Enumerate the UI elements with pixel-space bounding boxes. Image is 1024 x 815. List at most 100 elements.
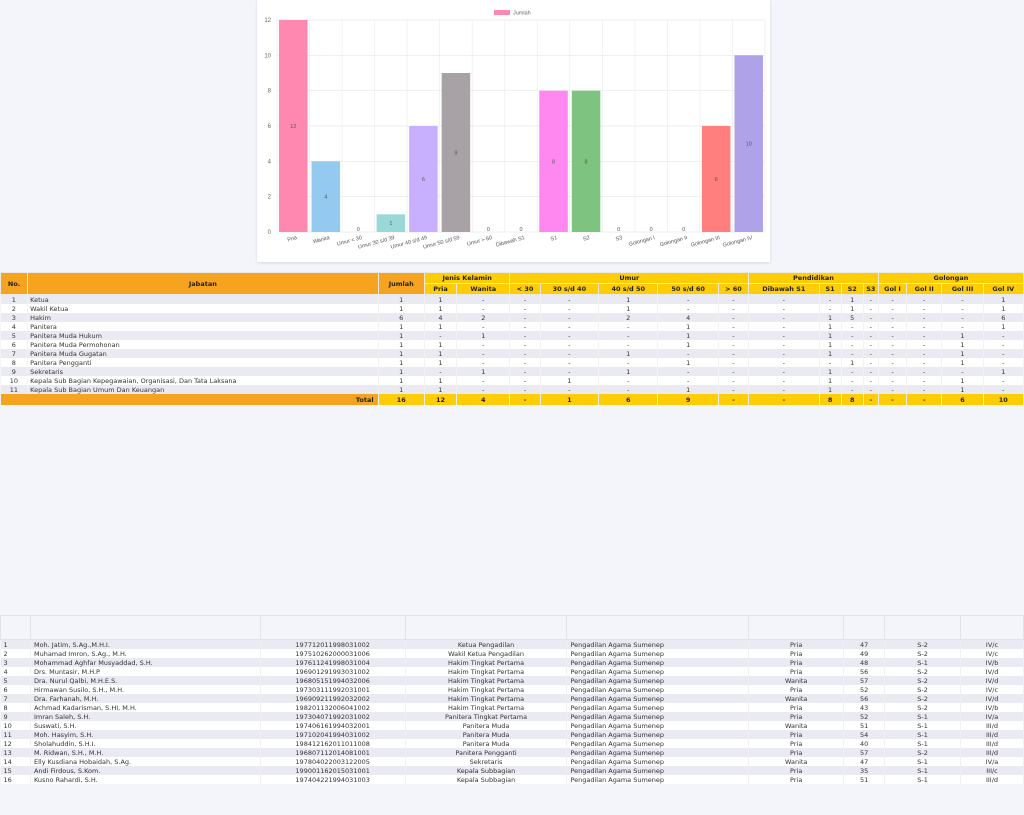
count-cell: -: [509, 358, 541, 367]
count-cell: -: [657, 294, 719, 304]
age-cell: 49: [843, 649, 886, 658]
total-cell: 16: [378, 394, 425, 405]
rank-cell: III/d: [960, 739, 1024, 748]
count-cell: -: [906, 331, 943, 340]
count-cell: -: [819, 304, 842, 313]
age-cell: 43: [843, 703, 886, 712]
office-cell: Pengadilan Agama Sumenep: [566, 649, 750, 658]
count-cell: -: [509, 304, 541, 313]
jabatan-cell: Hakim: [27, 313, 379, 322]
sub-header-cell: Pria: [423, 283, 458, 295]
count-cell: -: [456, 304, 511, 313]
y-tick-label: 4: [268, 159, 272, 165]
staff-header-cell: [259, 615, 406, 640]
x-tick-label: Dibawah S1: [495, 235, 525, 248]
nip-cell: 199001162015031001: [260, 766, 406, 775]
count-cell: -: [509, 376, 541, 385]
y-tick-label: 2: [268, 195, 272, 201]
count-cell: -: [509, 349, 541, 358]
count-cell: -: [657, 376, 719, 385]
count-cell: -: [983, 349, 1024, 358]
staff-header-cell: [748, 615, 845, 640]
count-cell: -: [509, 322, 541, 331]
bar: [311, 161, 341, 232]
staff-row: 1 Moh. Jatim, S.Ag.,M.H.I. 197712011998031…: [0, 639, 1024, 649]
rank-cell: III/d: [960, 775, 1024, 784]
count-cell: -: [718, 358, 750, 367]
count-cell: -: [748, 313, 820, 322]
age-cell: 35: [843, 766, 886, 775]
total-cell: 6: [941, 394, 984, 405]
row-number: 7: [0, 694, 31, 703]
row-number: 8: [0, 358, 29, 367]
summary-row: 3 Hakim 6 4 2- -2 4- -1 5- - - -6: [0, 313, 1024, 322]
nip-cell: 197804022003122005: [260, 757, 406, 766]
count-cell: 1: [378, 385, 425, 394]
gender-cell: Pria: [748, 658, 845, 667]
position-cell: Ketua Pengadilan: [405, 639, 568, 649]
x-tick-label: Umur > 60: [466, 235, 493, 247]
summary-row: 9 Sekretaris 1-1- -1- - -1- - - - -1: [0, 367, 1024, 376]
gender-cell: Wanita: [748, 694, 845, 703]
count-cell: -: [841, 385, 864, 394]
education-cell: S-2: [884, 676, 961, 685]
count-cell: 1: [841, 358, 864, 367]
count-cell: -: [718, 367, 750, 376]
education-cell: S-1: [884, 766, 961, 775]
row-number: 6: [0, 685, 31, 694]
count-cell: -: [906, 358, 943, 367]
office-cell: Pengadilan Agama Sumenep: [566, 757, 750, 766]
count-cell: 1: [819, 385, 842, 394]
count-cell: 1: [424, 376, 458, 385]
total-label: Total: [0, 394, 379, 405]
row-number: 6: [0, 340, 29, 349]
count-cell: -: [509, 331, 541, 340]
count-cell: 1: [598, 349, 659, 358]
rank-cell: III/c: [960, 766, 1024, 775]
sub-header-cell: S3: [862, 283, 879, 295]
x-tick-label: Golongan I: [628, 235, 656, 248]
count-cell: -: [863, 367, 879, 376]
sub-header-cell: Wanita: [456, 283, 511, 295]
staff-row: 13 M. Ridwan, S.H., M.H. 19680711201408100…: [0, 748, 1024, 757]
count-cell: 1: [424, 294, 458, 304]
count-cell: -: [657, 304, 719, 313]
count-cell: -: [906, 340, 943, 349]
sub-header-cell: Gol IV: [982, 283, 1024, 295]
jabatan-cell: Panitera Muda Gugatan: [27, 349, 379, 358]
x-tick-label: S1: [550, 235, 558, 243]
rank-cell: III/d: [960, 721, 1024, 730]
education-cell: S-2: [884, 649, 961, 658]
count-cell: 1: [424, 358, 458, 367]
data-label: 10: [746, 142, 752, 148]
age-cell: 51: [843, 775, 886, 784]
count-cell: -: [906, 376, 943, 385]
count-cell: 1: [378, 331, 425, 340]
x-tick-label: Wanita: [312, 235, 331, 245]
staff-row: 15 Andi Firdous, S.Kom. 199001162015031001…: [0, 766, 1024, 775]
count-cell: -: [598, 385, 659, 394]
gender-cell: Wanita: [748, 721, 845, 730]
count-cell: -: [878, 385, 908, 394]
age-cell: 48: [843, 658, 886, 667]
count-cell: -: [906, 313, 943, 322]
count-cell: 1: [941, 376, 984, 385]
position-cell: Hakim Tingkat Pertama: [405, 676, 568, 685]
count-cell: -: [509, 385, 541, 394]
bar: [734, 55, 763, 233]
total-cell: 10: [983, 394, 1024, 405]
x-tick-label: Golongan IV: [722, 235, 753, 249]
count-cell: -: [540, 340, 600, 349]
nip-cell: 197303111992031001: [260, 685, 406, 694]
row-number: 5: [0, 331, 29, 340]
count-cell: -: [748, 304, 820, 313]
count-cell: -: [456, 322, 511, 331]
count-cell: -: [540, 385, 600, 394]
summary-row: 1 Ketua 1 1- - -1- - - -1- - - -1: [0, 294, 1024, 304]
education-cell: S-2: [884, 667, 961, 676]
count-cell: -: [841, 331, 864, 340]
row-number: 8: [0, 703, 31, 712]
office-cell: Pengadilan Agama Sumenep: [566, 685, 750, 694]
office-cell: Pengadilan Agama Sumenep: [566, 721, 750, 730]
staff-header-cell: [843, 615, 886, 640]
